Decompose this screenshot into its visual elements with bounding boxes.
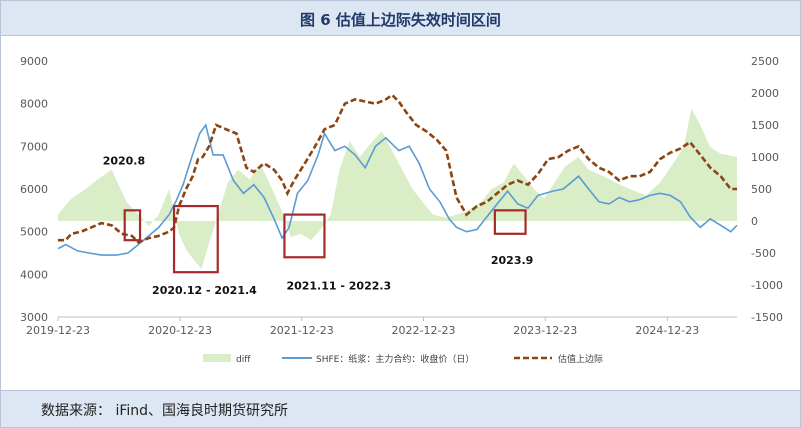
legend: diff SHFE：纸浆：主力合约：收盘价（日） 估值上边际 xyxy=(203,353,603,365)
y-right-tick-label: -500 xyxy=(751,247,776,260)
diff-area xyxy=(58,109,737,269)
annotation-box xyxy=(172,204,219,274)
annotation-label: 2020.12 - 2021.4 xyxy=(152,284,257,297)
annotation-box xyxy=(123,209,142,242)
source-bar: 数据来源： iFind、国海良时期货研究所 xyxy=(1,390,800,427)
y-left-tick-label: 6000 xyxy=(20,183,48,196)
valuation-upper-line xyxy=(58,93,737,244)
shfe-price-line xyxy=(57,123,738,256)
y-left-tick-label: 4000 xyxy=(20,268,48,281)
y-right-tick-label: -1000 xyxy=(751,279,783,292)
legend-label-diff: diff xyxy=(236,355,251,365)
diff-area-layer xyxy=(58,109,737,269)
legend-label-shfe: SHFE：纸浆：主力合约：收盘价（日） xyxy=(316,353,474,365)
title-bar: 图 6 估值上边际失效时间区间 xyxy=(1,1,800,36)
legend-swatch-diff xyxy=(203,354,231,362)
figure-title: 图 6 估值上边际失效时间区间 xyxy=(300,11,501,29)
y-right-tick-label: 2500 xyxy=(751,55,779,68)
chart-svg: 3000400050006000700080009000-1500-1000-5… xyxy=(20,55,783,365)
y-right-tick-label: 500 xyxy=(751,183,772,196)
x-tick-label: 2019-12-23 xyxy=(26,324,90,337)
y-left-tick-label: 8000 xyxy=(20,98,48,111)
y-right-tick-label: 1000 xyxy=(751,151,779,164)
x-tick-label: 2024-12-23 xyxy=(635,324,699,337)
annotation-label: 2021.11 - 2022.3 xyxy=(286,279,391,292)
series-line-layer xyxy=(57,93,738,256)
annotation-label: 2020.8 xyxy=(103,154,145,167)
x-tick-label: 2020-12-23 xyxy=(148,324,212,337)
annotation-box xyxy=(493,209,527,235)
y-right-tick-label: -1500 xyxy=(751,311,783,324)
axes-layer: 3000400050006000700080009000-1500-1000-5… xyxy=(20,55,783,337)
x-tick-label: 2022-12-23 xyxy=(392,324,456,337)
y-right-tick-label: 2000 xyxy=(751,87,779,100)
annotation-box xyxy=(283,213,326,259)
y-left-tick-label: 3000 xyxy=(20,311,48,324)
y-right-tick-label: 1500 xyxy=(751,119,779,132)
x-tick-label: 2021-12-23 xyxy=(270,324,334,337)
annotation-layer: 2020.8 2020.12 - 2021.4 2021.11 - 2022.3 20… xyxy=(103,154,534,297)
y-right-tick-label: 0 xyxy=(751,215,758,228)
source-note: 数据来源： iFind、国海良时期货研究所 xyxy=(41,403,289,419)
y-left-tick-label: 7000 xyxy=(20,140,48,153)
y-left-tick-label: 9000 xyxy=(20,55,48,68)
y-left-tick-label: 5000 xyxy=(20,226,48,239)
annotation-label: 2023.9 xyxy=(491,254,533,267)
legend-label-upper: 估值上边际 xyxy=(558,353,603,365)
x-tick-label: 2023-12-23 xyxy=(513,324,577,337)
